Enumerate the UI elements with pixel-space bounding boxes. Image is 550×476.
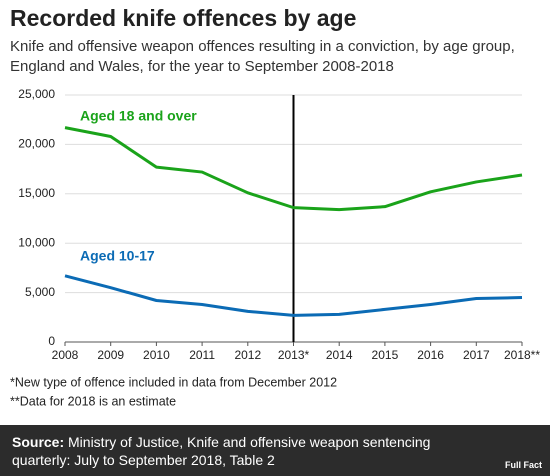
chart-subtitle: Knife and offensive weapon offences resu… <box>10 38 515 75</box>
y-tick-label: 10,000 <box>18 235 55 249</box>
x-tick-label: 2015 <box>372 348 399 362</box>
x-tick-label: 2018** <box>504 348 540 362</box>
x-tick-label: 2014 <box>326 348 353 362</box>
subtitle-box: Knife and offensive weapon offences resu… <box>10 38 515 75</box>
source-label: Source: <box>12 434 65 450</box>
series-line <box>64 274 523 317</box>
y-tick-label: 15,000 <box>18 186 55 200</box>
x-tick-label: 2011 <box>189 348 215 362</box>
logo: Full Fact <box>504 460 542 470</box>
y-tick-label: 5,000 <box>25 285 55 299</box>
x-tick-label: 2010 <box>143 348 170 362</box>
series-line <box>64 126 523 212</box>
x-tick-label: 2013* <box>278 348 310 362</box>
footnote: *New type of offence included in data fr… <box>10 375 337 389</box>
series-label: Aged 18 and over <box>80 108 197 124</box>
series-label: Aged 10-17 <box>80 248 155 264</box>
footer: Source: Ministry of Justice, Knife and o… <box>0 425 550 476</box>
x-tick-label: 2008 <box>52 348 79 362</box>
y-tick-label: 25,000 <box>18 87 55 101</box>
x-tick-label: 2009 <box>97 348 124 362</box>
chart: Recorded knife offences by age Knife and… <box>10 5 540 408</box>
x-tick-label: 2012 <box>234 348 261 362</box>
y-tick-label: 0 <box>48 334 55 348</box>
chart-title: Recorded knife offences by age <box>10 5 356 31</box>
source: Source: Ministry of Justice, Knife and o… <box>12 433 482 469</box>
footnote: **Data for 2018 is an estimate <box>10 394 176 408</box>
x-tick-label: 2016 <box>417 348 444 362</box>
source-text: Ministry of Justice, Knife and offensive… <box>12 434 431 468</box>
x-tick-label: 2017 <box>463 348 490 362</box>
y-tick-label: 20,000 <box>18 137 55 151</box>
